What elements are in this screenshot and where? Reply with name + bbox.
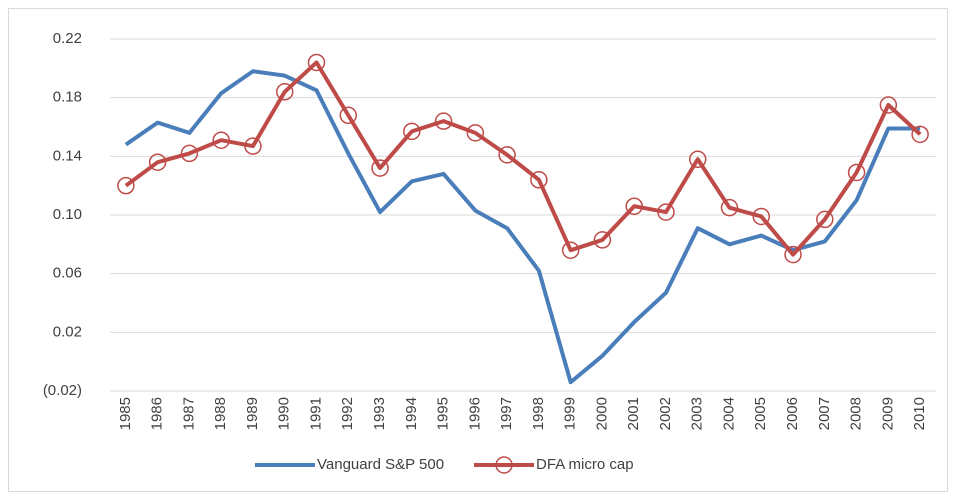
y-tick-label: 0.18 bbox=[53, 89, 82, 106]
x-tick-label: 2005 bbox=[752, 397, 769, 430]
x-tick-label: 2008 bbox=[848, 397, 865, 430]
legend-marker bbox=[495, 456, 513, 474]
point-marker bbox=[180, 144, 199, 163]
point-marker bbox=[752, 207, 771, 226]
point-marker bbox=[530, 171, 548, 189]
point-marker bbox=[434, 112, 453, 130]
point-marker bbox=[212, 131, 230, 149]
point-marker bbox=[879, 96, 898, 114]
point-marker bbox=[847, 163, 866, 182]
x-tick-label: 1993 bbox=[371, 397, 388, 430]
point-marker bbox=[911, 125, 929, 144]
x-tick-label: 2010 bbox=[911, 397, 928, 430]
y-tick-label: 0.02 bbox=[53, 323, 82, 340]
y-tick-label: 0.22 bbox=[53, 30, 82, 47]
point-marker bbox=[148, 153, 167, 171]
x-tick-label: 1995 bbox=[435, 397, 452, 430]
point-marker bbox=[244, 137, 262, 155]
x-tick-label: 1989 bbox=[244, 397, 261, 430]
x-tick-label: 2006 bbox=[784, 397, 801, 430]
x-tick-label: 2007 bbox=[816, 397, 833, 430]
point-marker bbox=[657, 203, 675, 221]
point-marker bbox=[688, 150, 707, 169]
x-tick-label: 1986 bbox=[149, 397, 166, 430]
legend-label: DFA micro cap bbox=[536, 456, 634, 473]
point-marker bbox=[561, 241, 580, 259]
point-marker bbox=[784, 245, 802, 264]
point-marker bbox=[371, 159, 389, 177]
point-marker bbox=[403, 122, 421, 141]
x-tick-label: 2003 bbox=[689, 397, 706, 430]
x-tick-label: 2002 bbox=[657, 397, 674, 430]
x-tick-label: 1992 bbox=[339, 397, 356, 430]
point-marker bbox=[816, 210, 834, 229]
x-tick-label: 1991 bbox=[307, 397, 324, 430]
point-marker bbox=[307, 53, 326, 72]
x-tick-label: 1990 bbox=[276, 397, 293, 430]
x-tick-label: 2004 bbox=[720, 397, 737, 430]
point-marker bbox=[720, 198, 739, 217]
point-marker bbox=[625, 197, 643, 215]
point-marker bbox=[498, 146, 516, 164]
point-marker bbox=[593, 231, 612, 249]
x-tick-label: 2009 bbox=[879, 397, 896, 430]
x-tick-label: 1985 bbox=[117, 397, 134, 430]
x-tick-label: 2001 bbox=[625, 397, 642, 430]
y-tick-label: 0.10 bbox=[53, 206, 82, 223]
y-tick-label: 0.06 bbox=[53, 265, 82, 282]
point-marker bbox=[117, 176, 135, 195]
y-tick-label: (0.02) bbox=[43, 382, 82, 399]
point-marker bbox=[466, 124, 485, 142]
x-tick-label: 1997 bbox=[498, 397, 515, 430]
x-tick-label: 2000 bbox=[593, 397, 610, 430]
x-tick-label: 1987 bbox=[180, 397, 197, 430]
point-marker bbox=[275, 83, 294, 101]
x-tick-label: 1988 bbox=[212, 397, 229, 430]
x-tick-label: 1999 bbox=[562, 397, 579, 430]
x-tick-label: 1998 bbox=[530, 397, 547, 430]
x-tick-label: 1994 bbox=[403, 397, 420, 430]
point-marker bbox=[339, 106, 358, 125]
legend-label: Vanguard S&P 500 bbox=[317, 456, 444, 473]
x-tick-label: 1996 bbox=[466, 397, 483, 430]
y-tick-label: 0.14 bbox=[53, 147, 82, 164]
